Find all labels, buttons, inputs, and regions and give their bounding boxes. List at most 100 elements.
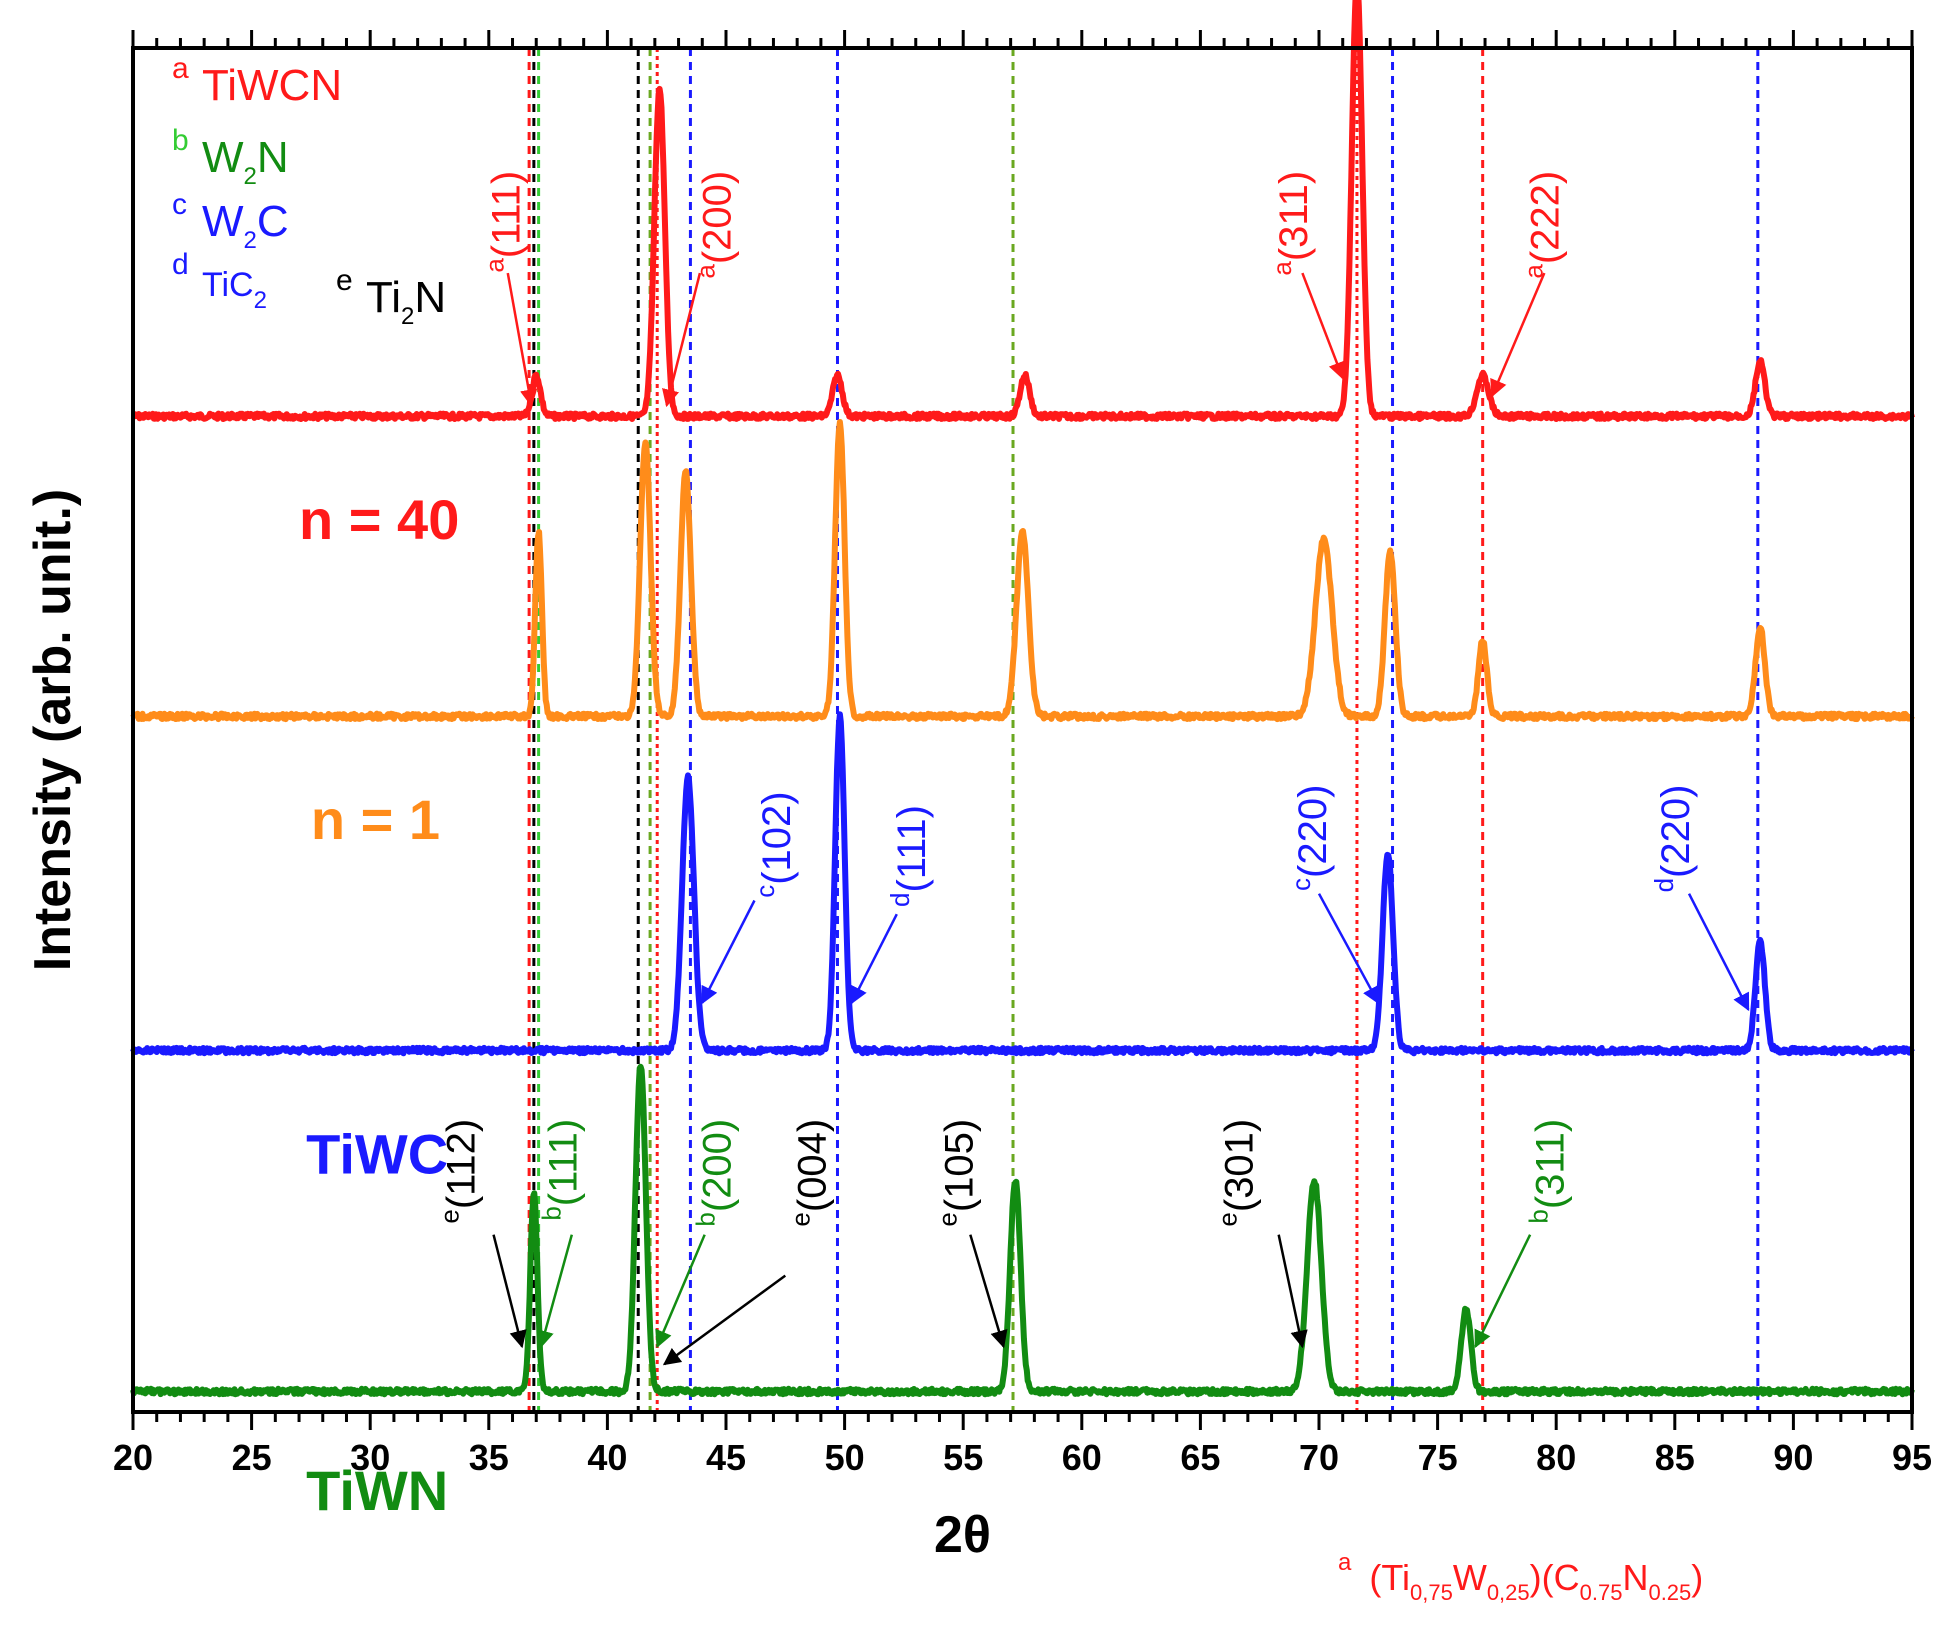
legend-marker: e (336, 264, 353, 297)
annotation-text: c(102) (750, 791, 799, 897)
x-tick-label: 95 (1892, 1437, 1932, 1478)
annotation-arrow (1301, 272, 1346, 380)
x-tick-label: 50 (825, 1437, 865, 1478)
legend-name-tail: C (257, 197, 289, 246)
annotation-sup: b (691, 1212, 721, 1226)
annotation-sup: d (885, 892, 915, 906)
footnote-part: )(C (1530, 1557, 1580, 1598)
footnote-sup: a (1338, 1549, 1352, 1576)
legend-name-tail: N (257, 133, 289, 182)
legend-marker: d (172, 248, 189, 281)
annotation-arrow (536, 1234, 574, 1349)
annotation-label: d(220) (1649, 785, 1698, 893)
annotation-text: e(301) (1213, 1119, 1262, 1227)
annotation-hkl: (311) (1528, 1119, 1572, 1209)
annotation-label: c(102) (750, 791, 799, 897)
annotation-hkl: (105) (938, 1119, 982, 1212)
legend-entry: Ti2N (366, 273, 446, 330)
legend-marker: b (172, 124, 189, 157)
annotation-arrow (1687, 893, 1750, 1012)
annotation-sup: a (691, 264, 721, 279)
series-line (130, 1063, 1915, 1398)
legend-name: W (202, 197, 244, 246)
annotation-label: b(200) (691, 1119, 740, 1227)
annotation-text: d(111) (885, 805, 934, 907)
x-tick-label: 75 (1418, 1437, 1458, 1478)
legend-subscript: 2 (244, 227, 257, 254)
footnote-text: a (Ti0,75W0,25)(C0.75N0.25) (1338, 1549, 1703, 1605)
annotation-hkl: (301) (1218, 1119, 1262, 1212)
series-label: n = 40 (299, 488, 459, 551)
annotation-label: b(311) (1523, 1119, 1572, 1224)
annotation-sup: e (1213, 1212, 1243, 1226)
annotation-arrow (506, 272, 538, 408)
legend-marker: a (172, 52, 189, 85)
annotation-hkl: (222) (1524, 171, 1568, 264)
annotation-hkl: (220) (1654, 785, 1698, 878)
annotation-hkl: (220) (1291, 785, 1335, 878)
legend-subscript: 2 (244, 163, 257, 190)
annotation-label: e(112) (435, 1119, 484, 1224)
annotation-text: c(220) (1286, 785, 1335, 891)
legend-entry: W2N (202, 133, 289, 190)
annotation-arrow (850, 913, 898, 1005)
footnote-subscript: 0.75 (1580, 1580, 1623, 1605)
annotation-sup: b (537, 1206, 567, 1220)
legend-name: TiC (202, 266, 254, 304)
footnote-subscript: 0.25 (1648, 1580, 1691, 1605)
x-tick-label: 45 (706, 1437, 746, 1478)
annotation-label: d(111) (885, 805, 934, 907)
annotation-label: e(301) (1213, 1119, 1262, 1227)
annotation-sup: a (1519, 264, 1549, 279)
x-tick-label: 35 (469, 1437, 509, 1478)
formula-footnote: a (Ti0,75W0,25)(C0.75N0.25) (1338, 1549, 1703, 1605)
footnote-subscript: 0,25 (1487, 1580, 1530, 1605)
series-line (130, 419, 1915, 723)
x-tick-label: 30 (350, 1437, 390, 1478)
x-tick-label: 80 (1536, 1437, 1576, 1478)
x-tick-label: 20 (113, 1437, 153, 1478)
legend-entry: TiC2 (202, 266, 267, 314)
annotation-hkl: (311) (1272, 171, 1316, 261)
y-axis-title: Intensity (arb. unit.) (24, 489, 82, 971)
annotation-text: d(220) (1649, 785, 1698, 893)
legend-subscript: 2 (254, 287, 267, 314)
annotation-hkl: (200) (696, 1119, 740, 1212)
annotation-hkl: (102) (755, 791, 799, 884)
annotation-arrow (1490, 272, 1546, 398)
annotation-label: a(111) (480, 171, 529, 273)
legend-entry: TiWCN (202, 61, 342, 110)
annotation-hkl: (111) (890, 805, 934, 892)
x-tick-label: 40 (587, 1437, 627, 1478)
annotation-arrow (662, 272, 702, 408)
legend-name-tail: N (414, 273, 446, 322)
x-tick-label: 70 (1299, 1437, 1339, 1478)
annotation-text: e(105) (933, 1119, 982, 1227)
annotation-arrow (492, 1234, 527, 1349)
annotation-text: b(200) (691, 1119, 740, 1227)
annotation-sup: c (750, 885, 780, 898)
x-axis-title: 2θ (934, 1506, 991, 1564)
peak-annotations: a(111)a(200)a(311)a(222)c(102)d(111) c(22… (435, 171, 1750, 1366)
annotation-sup: e (435, 1209, 465, 1223)
annotation-arrow (1277, 1234, 1308, 1349)
annotation-label: a(222) (1519, 171, 1568, 279)
legend-name: TiWCN (202, 61, 342, 110)
footnote-part: N (1622, 1557, 1648, 1598)
annotation-text: a(311) (1267, 171, 1316, 276)
legend-entry: W2C (202, 197, 289, 254)
annotation-hkl: (200) (696, 171, 740, 264)
annotation-label: a(311) (1267, 171, 1316, 276)
legend-name: Ti (366, 273, 401, 322)
annotation-arrow (1317, 893, 1380, 1005)
footnote-part: ) (1691, 1557, 1703, 1598)
annotation-text: e(004) (786, 1119, 835, 1227)
footnote-part: (Ti (1369, 1557, 1410, 1598)
annotation-label: e(105) (933, 1119, 982, 1227)
annotation-hkl: (112) (440, 1119, 484, 1209)
annotation-arrow (662, 1274, 787, 1366)
annotation-label: e(004) (786, 1119, 835, 1227)
